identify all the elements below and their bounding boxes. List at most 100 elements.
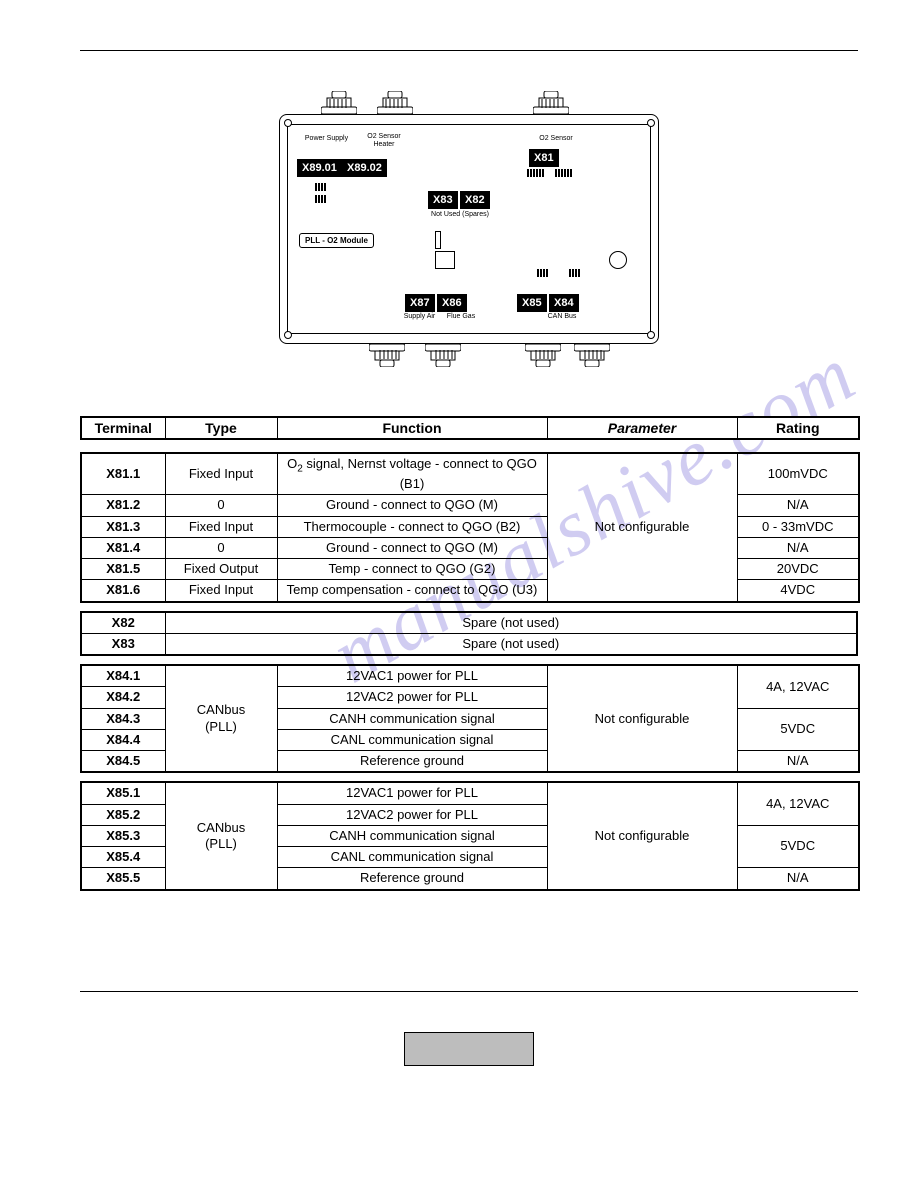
cell-terminal: X81.3 xyxy=(81,516,165,537)
pcb-outline xyxy=(287,124,651,334)
cell-function: 12VAC1 power for PLL xyxy=(277,665,547,687)
cell-spare: Spare (not used) xyxy=(165,612,857,634)
cell-rating: 0 - 33mVDC xyxy=(737,516,859,537)
cell-terminal: X85.3 xyxy=(81,825,165,846)
rule-bottom xyxy=(80,991,858,992)
table-row: X85.1 CANbus (PLL) 12VAC1 power for PLL … xyxy=(81,782,859,804)
cell-rating: N/A xyxy=(737,495,859,516)
cable-gland-icon xyxy=(525,343,561,367)
screw-icon xyxy=(284,331,292,339)
header-icon xyxy=(435,251,455,269)
cell-rating: 4A, 12VAC xyxy=(737,665,859,708)
cell-parameter: Not configurable xyxy=(547,453,737,602)
cell-type: Fixed Input xyxy=(165,453,277,495)
cell-function: Thermocouple - connect to QGO (B2) xyxy=(277,516,547,537)
cell-type: Fixed Input xyxy=(165,516,277,537)
tag-x84: X84 xyxy=(549,294,579,312)
cable-gland-icon xyxy=(369,343,405,367)
mounting-hole-icon xyxy=(609,251,627,269)
tables-container: Terminal Type Function Parameter Rating … xyxy=(80,416,858,891)
cell-type: CANbus (PLL) xyxy=(165,782,277,889)
cell-terminal: X81.1 xyxy=(81,453,165,495)
cable-gland-icon xyxy=(574,343,610,367)
cell-parameter: Not configurable xyxy=(547,665,737,772)
cell-function: Temp compensation - connect to QGO (U3) xyxy=(277,580,547,602)
label-flue-gas: Flue Gas xyxy=(441,313,481,321)
cell-terminal: X84.4 xyxy=(81,729,165,750)
cell-rating: 100mVDC xyxy=(737,453,859,495)
cell-function: 12VAC2 power for PLL xyxy=(277,687,547,708)
table-x84: X84.1 CANbus (PLL) 12VAC1 power for PLL … xyxy=(80,664,860,773)
tag-x85: X85 xyxy=(517,294,547,312)
table-row: X81.3 Fixed Input Thermocouple - connect… xyxy=(81,516,859,537)
cell-spare: Spare (not used) xyxy=(165,633,857,655)
tag-x81: X81 xyxy=(529,149,559,167)
pins-icon xyxy=(569,269,580,277)
table-x85: X85.1 CANbus (PLL) 12VAC1 power for PLL … xyxy=(80,781,860,890)
cell-function: O2 signal, Nernst voltage - connect to Q… xyxy=(277,453,547,495)
cell-terminal: X85.4 xyxy=(81,847,165,868)
col-terminal: Terminal xyxy=(81,417,165,439)
cell-function: Temp - connect to QGO (G2) xyxy=(277,559,547,580)
cell-function: 12VAC2 power for PLL xyxy=(277,804,547,825)
cell-terminal: X81.4 xyxy=(81,537,165,558)
tag-x86: X86 xyxy=(437,294,467,312)
cable-gland-icon xyxy=(321,91,357,115)
pins-icon xyxy=(537,269,548,277)
table-row: X81.5 Fixed Output Temp - connect to QGO… xyxy=(81,559,859,580)
diagram-container: Power Supply O2 Sensor Heater O2 Sensor … xyxy=(80,81,858,381)
cable-gland-icon xyxy=(377,91,413,115)
cell-function: CANL communication signal xyxy=(277,729,547,750)
table-row: X81.4 0 Ground - connect to QGO (M) N/A xyxy=(81,537,859,558)
cell-terminal: X84.1 xyxy=(81,665,165,687)
cell-type: 0 xyxy=(165,537,277,558)
cell-function: CANL communication signal xyxy=(277,847,547,868)
screw-icon xyxy=(647,331,655,339)
screw-icon xyxy=(647,119,655,127)
label-o2-heater: O2 Sensor Heater xyxy=(359,133,409,148)
page: Power Supply O2 Sensor Heater O2 Sensor … xyxy=(0,0,918,1106)
label-can-bus: CAN Bus xyxy=(537,313,587,321)
cell-terminal: X85.2 xyxy=(81,804,165,825)
cell-terminal: X85.1 xyxy=(81,782,165,804)
pins-icon xyxy=(315,195,326,203)
cell-terminal: X81.6 xyxy=(81,580,165,602)
cable-gland-icon xyxy=(425,343,461,367)
cell-function: Ground - connect to QGO (M) xyxy=(277,537,547,558)
cell-type: Fixed Input xyxy=(165,580,277,602)
tag-x83: X83 xyxy=(428,191,458,209)
cell-terminal: X84.5 xyxy=(81,751,165,773)
col-type: Type xyxy=(165,417,277,439)
label-supply-air: Supply Air xyxy=(397,313,442,321)
table-row: X83 Spare (not used) xyxy=(81,633,857,655)
pins-icon xyxy=(315,183,326,191)
table-row: X81.2 0 Ground - connect to QGO (M) N/A xyxy=(81,495,859,516)
cell-function: Reference ground xyxy=(277,868,547,890)
tag-x89-01: X89.01 xyxy=(297,159,342,177)
tag-x87: X87 xyxy=(405,294,435,312)
table-row: X84.1 CANbus (PLL) 12VAC1 power for PLL … xyxy=(81,665,859,687)
cell-function: CANH communication signal xyxy=(277,825,547,846)
connector-icon xyxy=(435,231,441,249)
cell-rating: 5VDC xyxy=(737,708,859,751)
screw-icon xyxy=(284,119,292,127)
cell-function: CANH communication signal xyxy=(277,708,547,729)
cell-rating: 4A, 12VAC xyxy=(737,782,859,825)
col-rating: Rating xyxy=(737,417,859,439)
cell-terminal: X85.5 xyxy=(81,868,165,890)
cell-type: Fixed Output xyxy=(165,559,277,580)
table-row: X82 Spare (not used) xyxy=(81,612,857,634)
module-label: PLL - O2 Module xyxy=(299,233,374,248)
cable-gland-icon xyxy=(533,91,569,115)
cell-rating: N/A xyxy=(737,751,859,773)
cell-terminal: X84.2 xyxy=(81,687,165,708)
table-x81: X81.1 Fixed Input O2 signal, Nernst volt… xyxy=(80,452,860,603)
cell-type: 0 xyxy=(165,495,277,516)
cell-type: CANbus (PLL) xyxy=(165,665,277,772)
rule-top xyxy=(80,50,858,51)
module-diagram: Power Supply O2 Sensor Heater O2 Sensor … xyxy=(269,81,669,381)
cell-terminal: X82 xyxy=(81,612,165,634)
cell-function: 12VAC1 power for PLL xyxy=(277,782,547,804)
table-spares: X82 Spare (not used) X83 Spare (not used… xyxy=(80,611,858,657)
cell-function: Reference ground xyxy=(277,751,547,773)
